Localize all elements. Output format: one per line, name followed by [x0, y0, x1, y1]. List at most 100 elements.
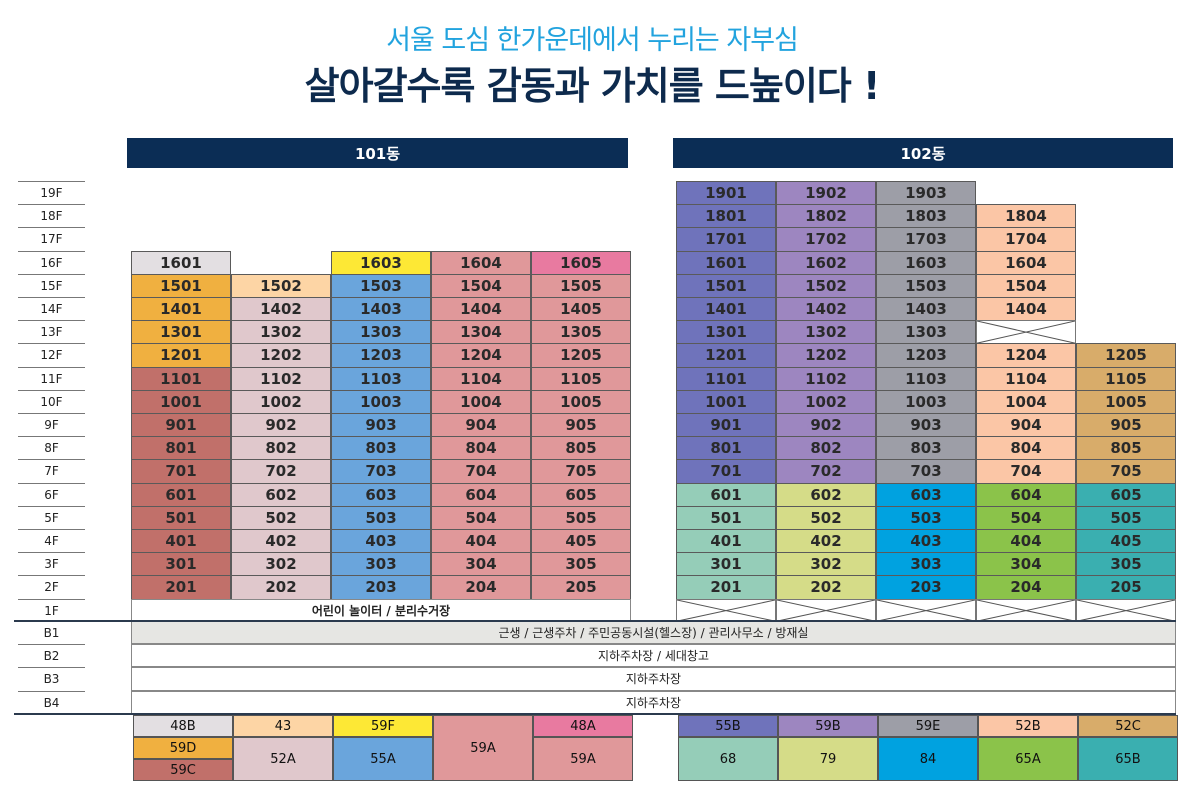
- unit-304[interactable]: 304: [976, 552, 1076, 577]
- unit-802[interactable]: 802: [776, 436, 876, 461]
- unit-701[interactable]: 701: [676, 459, 776, 484]
- unit-1502[interactable]: 1502: [776, 273, 876, 298]
- unit-1004[interactable]: 1004: [431, 389, 531, 414]
- unit-1502[interactable]: 1502: [231, 273, 331, 298]
- unit-1405[interactable]: 1405: [531, 297, 631, 322]
- unit-504[interactable]: 504: [431, 505, 531, 530]
- unit-602[interactable]: 602: [776, 482, 876, 507]
- unit-1202[interactable]: 1202: [231, 343, 331, 368]
- unit-401[interactable]: 401: [131, 529, 231, 554]
- unit-905[interactable]: 905: [531, 413, 631, 438]
- unit-1602[interactable]: 1602: [776, 250, 876, 275]
- unit-1202[interactable]: 1202: [776, 343, 876, 368]
- unit-803[interactable]: 803: [876, 436, 976, 461]
- unit-1203[interactable]: 1203: [331, 343, 431, 368]
- unit-1504[interactable]: 1504: [976, 273, 1076, 298]
- unit-1403[interactable]: 1403: [876, 297, 976, 322]
- unit-201[interactable]: 201: [131, 575, 231, 600]
- unit-705[interactable]: 705: [1076, 459, 1176, 484]
- unit-1204[interactable]: 1204: [976, 343, 1076, 368]
- unit-305[interactable]: 305: [531, 552, 631, 577]
- unit-303[interactable]: 303: [876, 552, 976, 577]
- unit-1701[interactable]: 1701: [676, 227, 776, 252]
- unit-1104[interactable]: 1104: [976, 366, 1076, 391]
- unit-1201[interactable]: 1201: [676, 343, 776, 368]
- unit-1704[interactable]: 1704: [976, 227, 1076, 252]
- unit-1303[interactable]: 1303: [331, 320, 431, 345]
- unit-1604[interactable]: 1604: [431, 250, 531, 275]
- unit-1201[interactable]: 1201: [131, 343, 231, 368]
- unit-1404[interactable]: 1404: [976, 297, 1076, 322]
- unit-903[interactable]: 903: [331, 413, 431, 438]
- unit-1005[interactable]: 1005: [531, 389, 631, 414]
- unit-1001[interactable]: 1001: [676, 389, 776, 414]
- unit-501[interactable]: 501: [676, 505, 776, 530]
- unit-1005[interactable]: 1005: [1076, 389, 1176, 414]
- unit-1002[interactable]: 1002: [231, 389, 331, 414]
- unit-1304[interactable]: 1304: [431, 320, 531, 345]
- unit-704[interactable]: 704: [976, 459, 1076, 484]
- unit-402[interactable]: 402: [231, 529, 331, 554]
- unit-1803[interactable]: 1803: [876, 204, 976, 229]
- unit-705[interactable]: 705: [531, 459, 631, 484]
- unit-505[interactable]: 505: [1076, 505, 1176, 530]
- unit-503[interactable]: 503: [876, 505, 976, 530]
- unit-702[interactable]: 702: [776, 459, 876, 484]
- unit-704[interactable]: 704: [431, 459, 531, 484]
- unit-902[interactable]: 902: [776, 413, 876, 438]
- unit-805[interactable]: 805: [1076, 436, 1176, 461]
- unit-703[interactable]: 703: [331, 459, 431, 484]
- unit-1601[interactable]: 1601: [131, 250, 231, 275]
- unit-1203[interactable]: 1203: [876, 343, 976, 368]
- unit-402[interactable]: 402: [776, 529, 876, 554]
- unit-1103[interactable]: 1103: [331, 366, 431, 391]
- unit-801[interactable]: 801: [131, 436, 231, 461]
- unit-904[interactable]: 904: [976, 413, 1076, 438]
- unit-1604[interactable]: 1604: [976, 250, 1076, 275]
- unit-405[interactable]: 405: [531, 529, 631, 554]
- unit-1105[interactable]: 1105: [1076, 366, 1176, 391]
- unit-202[interactable]: 202: [776, 575, 876, 600]
- unit-1503[interactable]: 1503: [331, 273, 431, 298]
- unit-1003[interactable]: 1003: [331, 389, 431, 414]
- unit-804[interactable]: 804: [976, 436, 1076, 461]
- unit-602[interactable]: 602: [231, 482, 331, 507]
- unit-802[interactable]: 802: [231, 436, 331, 461]
- unit-1401[interactable]: 1401: [676, 297, 776, 322]
- unit-301[interactable]: 301: [676, 552, 776, 577]
- unit-204[interactable]: 204: [431, 575, 531, 600]
- unit-601[interactable]: 601: [676, 482, 776, 507]
- unit-1902[interactable]: 1902: [776, 181, 876, 206]
- unit-205[interactable]: 205: [1076, 575, 1176, 600]
- unit-1402[interactable]: 1402: [231, 297, 331, 322]
- unit-1804[interactable]: 1804: [976, 204, 1076, 229]
- unit-901[interactable]: 901: [131, 413, 231, 438]
- unit-801[interactable]: 801: [676, 436, 776, 461]
- unit-401[interactable]: 401: [676, 529, 776, 554]
- unit-605[interactable]: 605: [1076, 482, 1176, 507]
- unit-1301[interactable]: 1301: [131, 320, 231, 345]
- unit-604[interactable]: 604: [431, 482, 531, 507]
- unit-201[interactable]: 201: [676, 575, 776, 600]
- unit-1901[interactable]: 1901: [676, 181, 776, 206]
- unit-905[interactable]: 905: [1076, 413, 1176, 438]
- unit-701[interactable]: 701: [131, 459, 231, 484]
- unit-1004[interactable]: 1004: [976, 389, 1076, 414]
- unit-403[interactable]: 403: [331, 529, 431, 554]
- unit-604[interactable]: 604: [976, 482, 1076, 507]
- unit-405[interactable]: 405: [1076, 529, 1176, 554]
- unit-1504[interactable]: 1504: [431, 273, 531, 298]
- unit-803[interactable]: 803: [331, 436, 431, 461]
- unit-1903[interactable]: 1903: [876, 181, 976, 206]
- unit-301[interactable]: 301: [131, 552, 231, 577]
- unit-1802[interactable]: 1802: [776, 204, 876, 229]
- unit-505[interactable]: 505: [531, 505, 631, 530]
- unit-1105[interactable]: 1105: [531, 366, 631, 391]
- unit-203[interactable]: 203: [876, 575, 976, 600]
- unit-503[interactable]: 503: [331, 505, 431, 530]
- unit-204[interactable]: 204: [976, 575, 1076, 600]
- unit-1401[interactable]: 1401: [131, 297, 231, 322]
- unit-1702[interactable]: 1702: [776, 227, 876, 252]
- unit-203[interactable]: 203: [331, 575, 431, 600]
- unit-1501[interactable]: 1501: [131, 273, 231, 298]
